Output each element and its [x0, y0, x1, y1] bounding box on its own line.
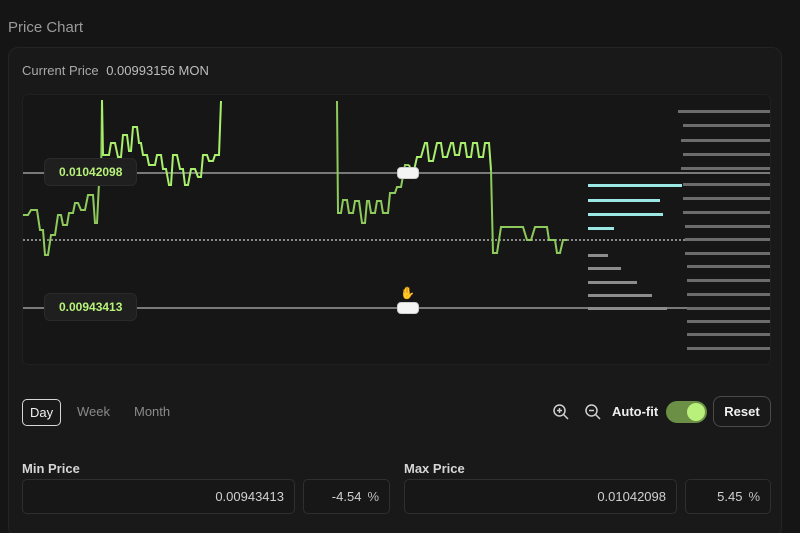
price-line-segment-2 — [101, 99, 222, 186]
order-book-ladder — [678, 110, 770, 350]
max-price-percent-unit: % — [748, 489, 760, 504]
price-line-segment-1 — [23, 99, 103, 256]
price-line-segment-3 — [336, 100, 409, 224]
grab-cursor-icon: ✋ — [400, 286, 415, 300]
price-line-segment-4 — [408, 142, 492, 179]
price-line-segment-5 — [490, 169, 567, 254]
sell-depth-bars — [588, 254, 667, 310]
current-price-label: Current Price — [22, 63, 99, 78]
min-price-percent: -4.54 — [331, 489, 362, 504]
page-title: Price Chart — [8, 19, 84, 36]
zoom-in-icon[interactable] — [551, 402, 571, 422]
lower-range-handle[interactable] — [397, 302, 419, 314]
current-price-value: 0.00993156 MON — [106, 63, 209, 78]
autofit-label: Auto-fit — [612, 404, 659, 419]
price-chart[interactable] — [22, 94, 771, 365]
toggle-knob — [687, 403, 705, 421]
max-price-percent-input[interactable]: 5.45% — [685, 479, 771, 514]
max-price-input[interactable]: 0.01042098 — [404, 479, 677, 514]
autofit-toggle[interactable] — [666, 401, 707, 423]
current-price: Current Price 0.00993156 MON — [22, 63, 209, 78]
max-price-percent: 5.45 — [717, 489, 743, 504]
buy-depth-bars — [588, 184, 682, 230]
min-price-percent-unit: % — [367, 489, 379, 504]
tab-week[interactable]: Week — [77, 404, 110, 419]
upper-range-handle[interactable] — [397, 167, 419, 179]
max-price-label: Max Price — [404, 461, 465, 476]
upper-price-tag: 0.01042098 — [44, 158, 138, 186]
lower-price-tag: 0.00943413 — [44, 293, 138, 321]
reset-button[interactable]: Reset — [713, 396, 771, 427]
min-price-label: Min Price — [22, 461, 80, 476]
min-price-percent-input[interactable]: -4.54% — [303, 479, 390, 514]
tab-day[interactable]: Day — [22, 399, 62, 426]
tab-month[interactable]: Month — [134, 404, 171, 419]
min-price-input[interactable]: 0.00943413 — [22, 479, 295, 514]
chart-canvas — [23, 99, 770, 350]
zoom-out-icon[interactable] — [583, 402, 603, 422]
